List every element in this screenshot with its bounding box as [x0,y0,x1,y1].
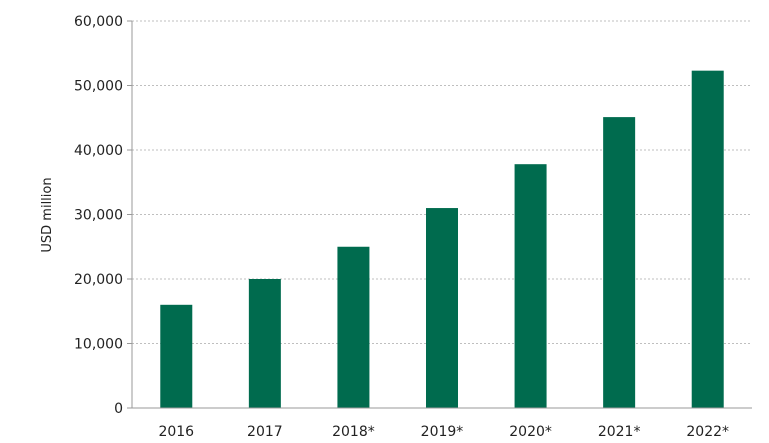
x-tick-label: 2022* [686,424,729,440]
bar-2016 [160,304,193,408]
y-axis-title: USD million [40,177,55,252]
bar-2018-projected [337,246,370,408]
bar-2021-projected [603,117,636,408]
x-tick-label: 2019* [421,424,464,440]
bar-2019-projected [426,208,458,408]
y-tick-label: 60,000 [74,14,123,30]
bar-2017 [248,279,281,408]
y-tick-label: 50,000 [74,79,123,95]
x-tick-label: 2020* [509,424,552,440]
y-tick-labels: 0 10,000 20,000 30,000 40,000 50,000 60,000 [74,14,132,417]
bars [160,70,724,408]
y-tick-label: 20,000 [74,272,123,288]
x-tick-label: 2018* [332,424,375,440]
y-tick-label: 10,000 [74,337,123,353]
x-tick-labels: 2016 2017 2018* 2019* 2020* 2021* 2022* [158,424,729,440]
x-tick-label: 2016 [158,424,194,440]
y-tick-label: 30,000 [74,208,123,224]
bar-2022-projected [691,70,724,408]
y-tick-label: 0 [114,401,123,417]
y-tick-label: 40,000 [74,143,123,159]
x-tick-label: 2017 [247,424,283,440]
x-tick-label: 2021* [598,424,641,440]
bar-2020-projected [514,164,547,408]
